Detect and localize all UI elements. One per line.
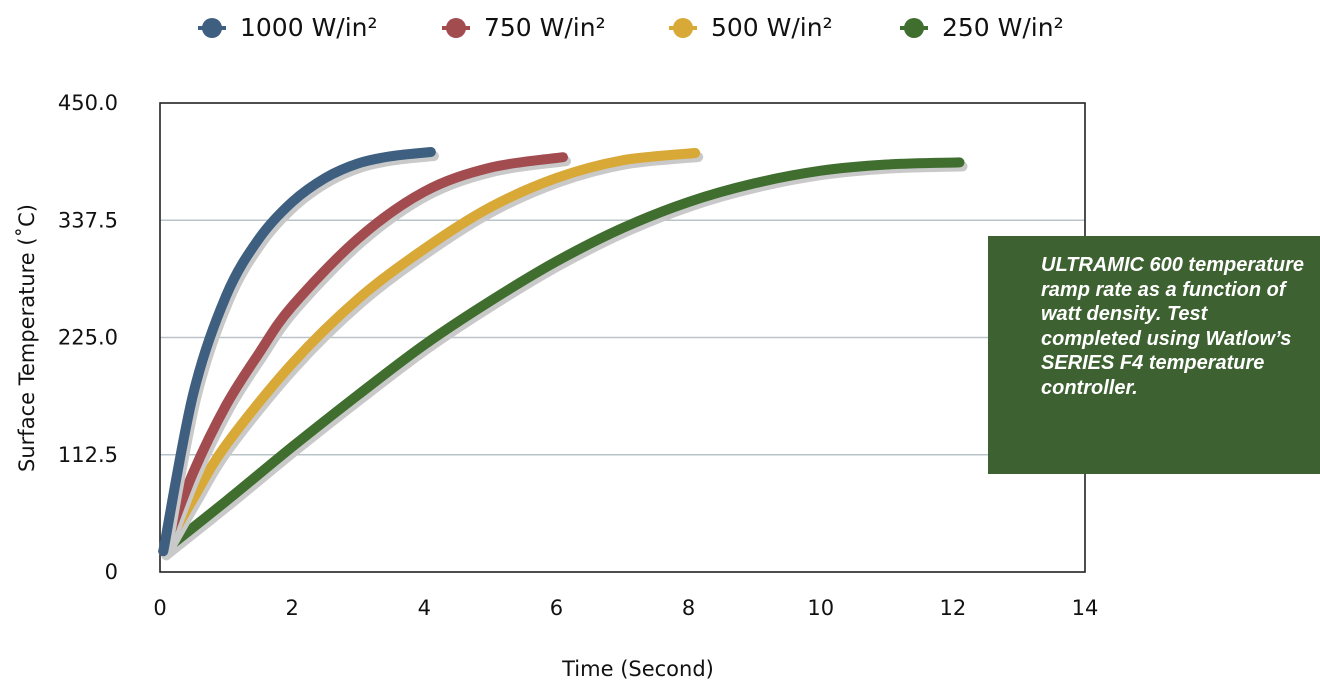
legend-item: 750 W/in²	[442, 13, 606, 42]
series-line-shadow	[161, 161, 968, 561]
x-axis-ticks: 0 2 4 6 8 10 12 14	[153, 596, 1098, 620]
series-3	[158, 148, 704, 561]
series-line	[158, 147, 436, 557]
x-tick-label: 4	[418, 596, 431, 620]
legend: 1000 W/in² 750 W/in² 500 W/in² 250 W/in²	[198, 13, 1064, 42]
x-tick-label: 2	[285, 596, 298, 620]
y-tick-label: 225.0	[58, 326, 118, 350]
x-tick-label: 8	[682, 596, 695, 620]
legend-label: 500 W/in²	[711, 13, 833, 42]
legend-label: 250 W/in²	[942, 13, 1064, 42]
y-tick-label: 450.0	[58, 91, 118, 115]
x-axis-title: Time (Second)	[561, 657, 714, 681]
y-axis-title: Surface Temperature (˚C)	[15, 204, 39, 472]
series-line	[158, 148, 701, 557]
x-tick-label: 12	[939, 596, 966, 620]
legend-swatch	[904, 18, 924, 38]
y-tick-label: 337.5	[58, 208, 118, 232]
series-2	[158, 152, 571, 561]
gridlines	[160, 219, 1085, 456]
y-tick-label: 0	[105, 560, 118, 584]
y-axis-ticks: 0 112.5 225.0 337.5 450.0	[58, 91, 118, 584]
legend-item: 250 W/in²	[900, 13, 1064, 42]
annotation-text: ULTRAMIC 600 temperature ramp rate as a …	[1041, 254, 1305, 399]
legend-label: 750 W/in²	[484, 13, 606, 42]
x-tick-label: 14	[1072, 596, 1099, 620]
legend-swatch	[673, 18, 693, 38]
legend-item: 500 W/in²	[669, 13, 833, 42]
x-tick-label: 0	[153, 596, 166, 620]
x-tick-label: 10	[807, 596, 834, 620]
x-tick-label: 6	[550, 596, 563, 620]
series-line	[158, 152, 568, 557]
series-4	[158, 157, 968, 561]
y-tick-label: 112.5	[58, 443, 118, 467]
legend-swatch	[446, 18, 466, 38]
series-1	[158, 147, 439, 561]
series-line	[158, 157, 965, 557]
legend-swatch	[202, 18, 222, 38]
series-layer	[158, 147, 968, 561]
legend-label: 1000 W/in²	[240, 13, 378, 42]
legend-item: 1000 W/in²	[198, 13, 378, 42]
annotation-box: ULTRAMIC 600 temperature ramp rate as a …	[988, 236, 1320, 474]
